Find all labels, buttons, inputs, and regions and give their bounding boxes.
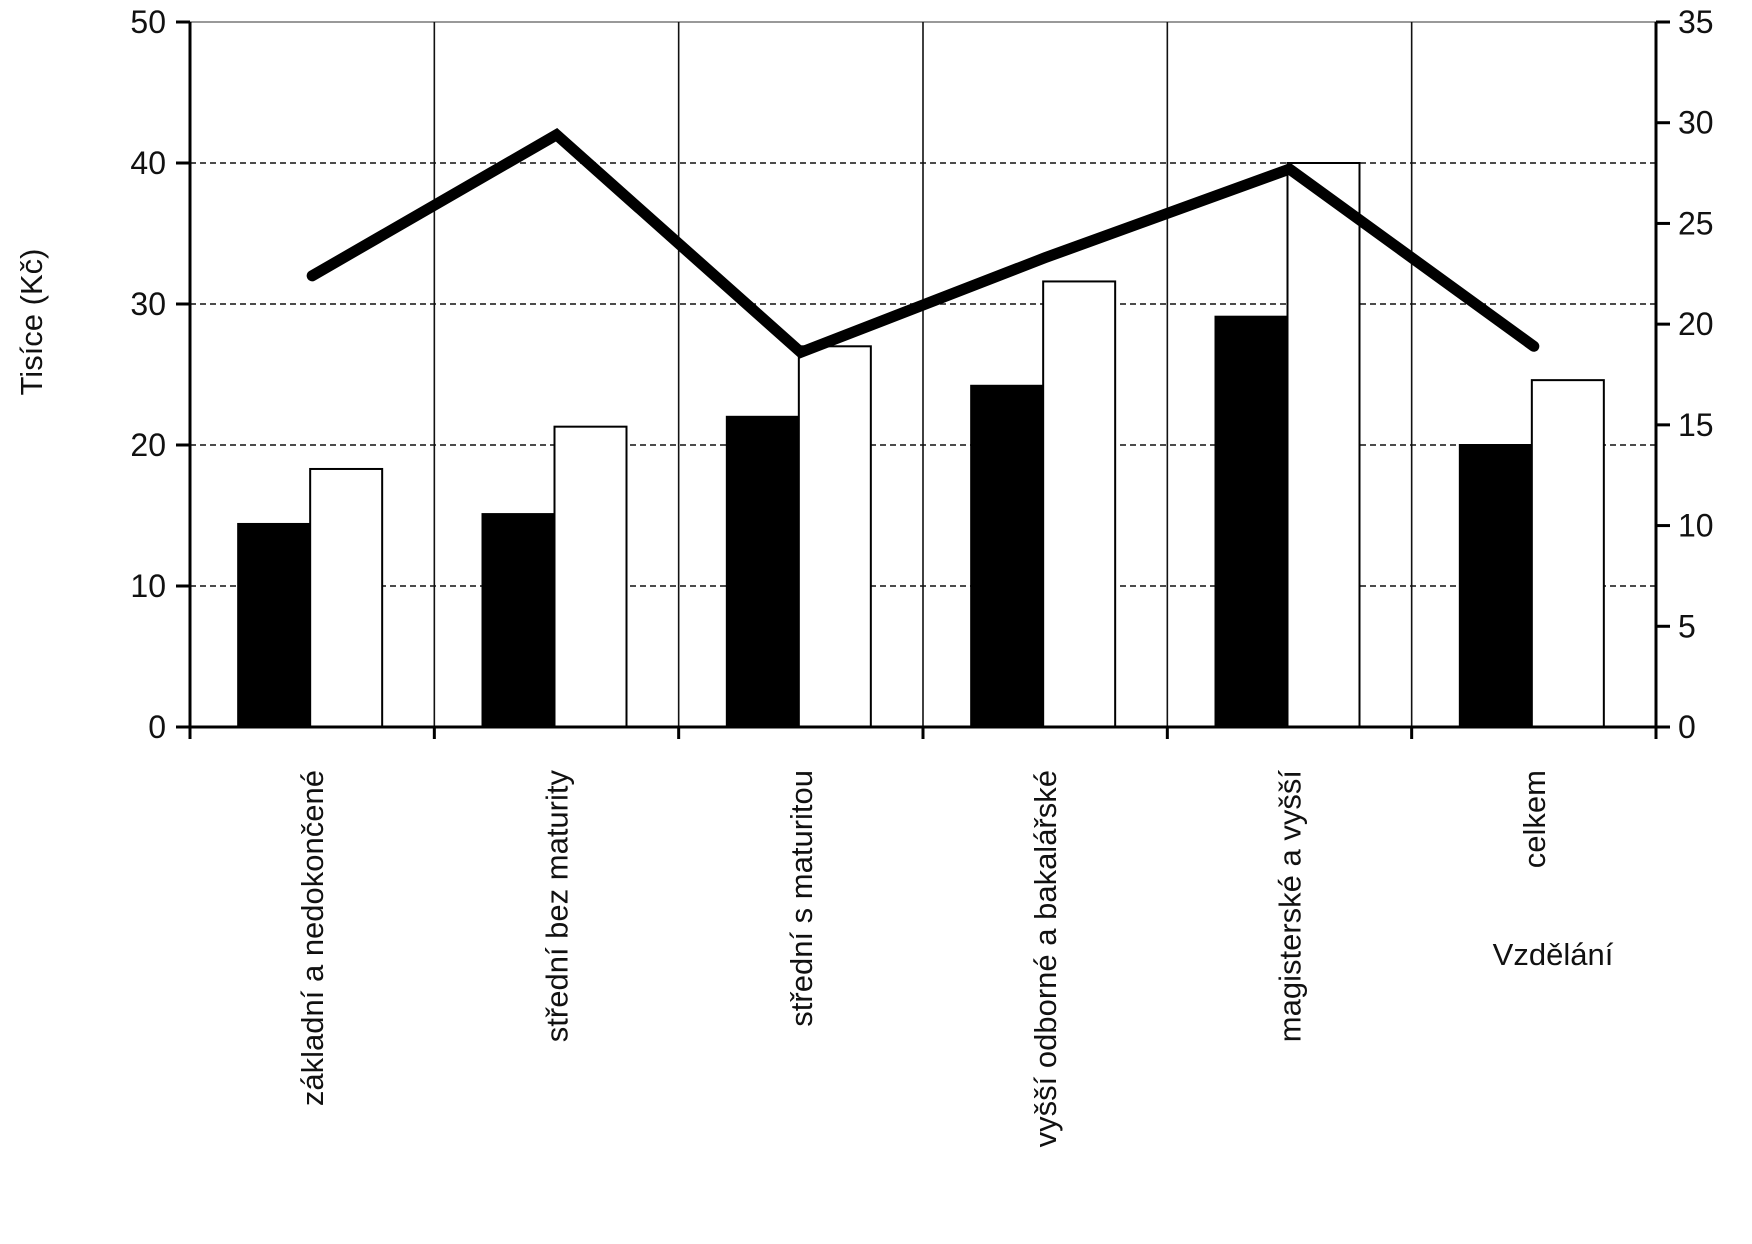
y-tick-label-right-0: 0	[1678, 709, 1696, 745]
axes	[176, 20, 1670, 739]
line-point-3	[799, 351, 802, 354]
x-category-label-3: střední s maturitou	[784, 770, 819, 1027]
y-tick-label-left-4: 40	[130, 145, 166, 181]
y-tick-label-left-2: 20	[130, 427, 166, 463]
y-tick-label-left-3: 30	[130, 286, 166, 322]
y-tick-label-right-3: 15	[1678, 407, 1714, 443]
bar-s1-2	[481, 513, 556, 729]
bar-s2-4	[1042, 280, 1117, 728]
bar-s2-3	[797, 345, 872, 728]
bar-s1-6	[1458, 444, 1533, 728]
y-tick-label-right-7: 35	[1678, 4, 1714, 40]
y-tick-label-left-5: 50	[130, 4, 166, 40]
y-tick-label-right-5: 25	[1678, 205, 1714, 241]
line-point-4	[1044, 256, 1047, 259]
y-tick-label-right-6: 30	[1678, 105, 1714, 141]
y-axis-title: Tisíce (Kč)	[14, 249, 49, 396]
labels: 0 10 20 30 40 50 0 5 10 15 20 25 30 35 základní a nedo…	[130, 4, 1713, 1147]
x-category-label-5: magisterské a vyšší	[1273, 770, 1308, 1043]
line-point-2	[555, 133, 558, 136]
x-category-label-6: celkem	[1517, 770, 1552, 868]
y-tick-label-right-4: 20	[1678, 306, 1714, 342]
x-category-label-2: střední bez maturity	[540, 770, 575, 1043]
line-point-6	[1532, 345, 1535, 348]
line-series-path	[306, 128, 1540, 359]
bar-s1-5	[1214, 315, 1289, 728]
bar-s2-1	[309, 467, 384, 728]
y-tick-label-left-0: 0	[148, 709, 166, 745]
x-category-label-4: vyšší odborné a bakalářské	[1028, 770, 1063, 1147]
bar-s2-6	[1530, 379, 1605, 728]
x-category-label-1: základní a nedokončené	[295, 770, 330, 1106]
y-tick-label-right-1: 5	[1678, 608, 1696, 644]
bar-s1-1	[237, 522, 312, 729]
bar-s1-3	[725, 415, 800, 728]
line-point-5	[1288, 168, 1291, 171]
bar-s2-2	[553, 425, 628, 728]
y-tick-label-right-2: 10	[1678, 508, 1714, 544]
bar-s2-5	[1286, 162, 1361, 728]
x-axis-title: Vzdělání	[1493, 937, 1614, 972]
line-series	[306, 128, 1540, 359]
grid	[190, 21, 1656, 727]
bar-s1-4	[970, 384, 1045, 728]
y-tick-label-left-1: 10	[130, 568, 166, 604]
line-point-1	[311, 274, 314, 277]
